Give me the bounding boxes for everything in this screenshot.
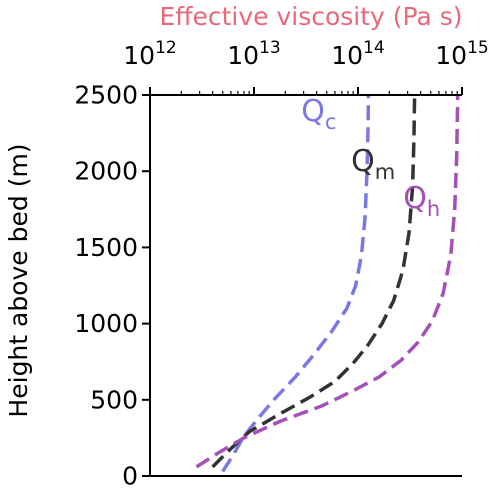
x-tick-base: 10 — [123, 41, 155, 70]
y-tick-label: 2500 — [74, 81, 138, 110]
series-label-main: Q — [403, 181, 427, 216]
series-line-qh — [195, 94, 460, 469]
series-label-subscript: m — [375, 160, 395, 184]
y-tick-label: 1500 — [74, 233, 138, 262]
series-label-qc: Qc — [301, 94, 336, 134]
series-line-qm — [211, 94, 417, 469]
series-label-qm: Qm — [351, 144, 395, 184]
x-tick-base: 10 — [331, 41, 363, 70]
x-tick-label: 1013 — [227, 38, 280, 70]
y-tick-label: 0 — [122, 462, 138, 491]
x-tick-exponent: 12 — [155, 38, 177, 58]
x-tick-exponent: 14 — [363, 38, 385, 58]
x-axis-label: Effective viscosity (Pa s) — [159, 2, 462, 31]
y-axis-label: Height above bed (m) — [4, 143, 33, 417]
curves-layer — [195, 94, 460, 473]
series-label-main: Q — [351, 144, 375, 179]
labels-layer: Effective viscosity (Pa s) Height above b… — [4, 2, 463, 418]
y-tick-label: 1000 — [74, 309, 138, 338]
x-tick-exponent: 15 — [467, 38, 489, 58]
x-tick-exponent: 13 — [259, 38, 281, 58]
x-tick-label: 1012 — [123, 38, 176, 70]
series-label-subscript: h — [427, 197, 440, 221]
x-tick-base: 10 — [227, 41, 259, 70]
series-label-subscript: c — [325, 110, 337, 134]
x-tick-label: 1014 — [331, 38, 384, 70]
x-tick-label: 1015 — [435, 38, 488, 70]
y-tick-label: 500 — [90, 385, 138, 414]
series-label-main: Q — [301, 94, 325, 129]
x-tick-base: 10 — [435, 41, 467, 70]
series-label-qh: Qh — [403, 181, 440, 221]
y-tick-label: 2000 — [74, 157, 138, 186]
